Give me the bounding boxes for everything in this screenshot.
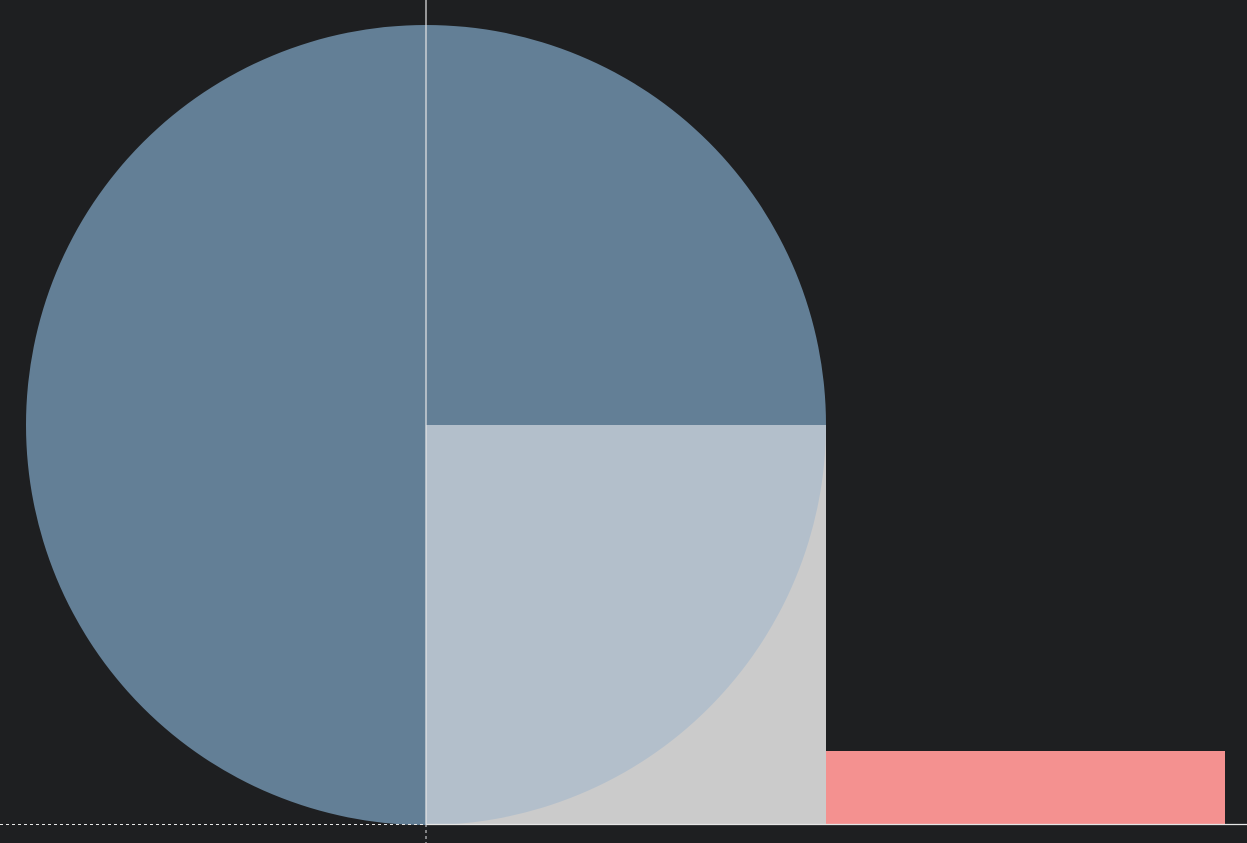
bar-mark bbox=[826, 751, 1225, 824]
pie-slice bbox=[426, 425, 826, 825]
